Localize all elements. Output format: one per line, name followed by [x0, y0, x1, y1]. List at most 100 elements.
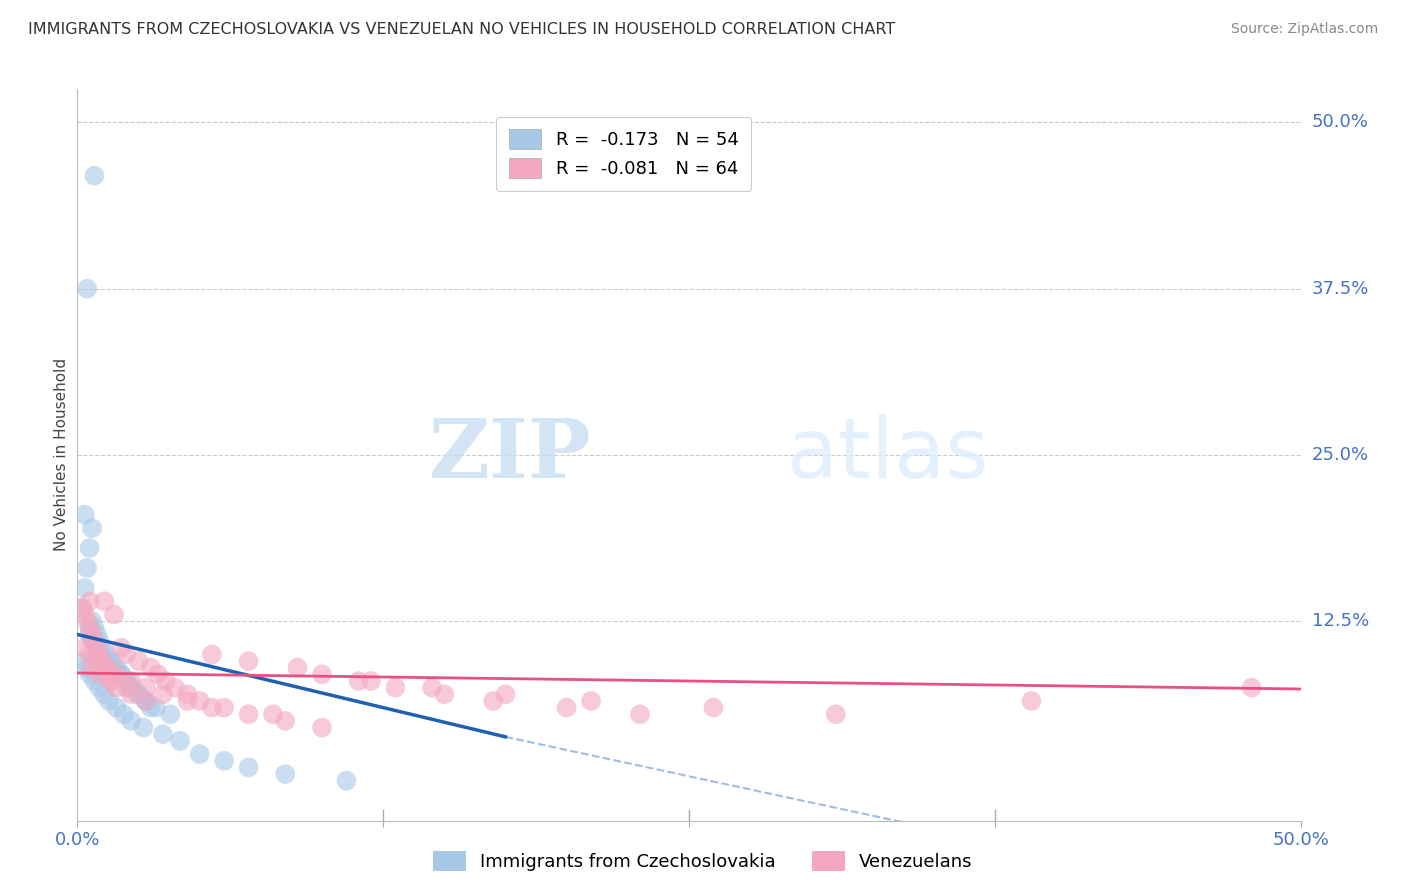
Point	[112, 707, 135, 722]
Point	[96, 661, 118, 675]
Legend: Immigrants from Czechoslovakia, Venezuelans: Immigrants from Czechoslovakia, Venezuel…	[426, 844, 980, 879]
Point	[579, 694, 602, 708]
Point	[89, 634, 111, 648]
Point	[79, 667, 101, 681]
Text: IMMIGRANTS FROM CZECHOSLOVAKIA VS VENEZUELAN NO VEHICLES IN HOUSEHOLD CORRELATIO: IMMIGRANTS FROM CZECHOSLOVAKIA VS VENEZU…	[28, 22, 896, 37]
Point	[90, 640, 112, 655]
Point	[76, 614, 98, 628]
Point	[90, 654, 112, 668]
Point	[169, 734, 191, 748]
Point	[76, 561, 98, 575]
Text: 12.5%: 12.5%	[1312, 612, 1369, 630]
Point	[702, 700, 724, 714]
Point	[311, 721, 333, 735]
Point	[238, 760, 260, 774]
Point	[115, 648, 138, 662]
Point	[80, 614, 103, 628]
Point	[103, 607, 125, 622]
Point	[139, 661, 162, 675]
Point	[115, 681, 138, 695]
Text: atlas: atlas	[787, 415, 988, 495]
Point	[132, 721, 155, 735]
Point	[100, 673, 122, 688]
Point	[70, 600, 93, 615]
Point	[100, 673, 122, 688]
Point	[1240, 681, 1263, 695]
Point	[79, 621, 101, 635]
Text: 25.0%: 25.0%	[1312, 446, 1369, 464]
Point	[188, 694, 211, 708]
Point	[127, 687, 149, 701]
Point	[73, 508, 96, 522]
Point	[83, 169, 105, 183]
Point	[93, 594, 115, 608]
Point	[176, 694, 198, 708]
Text: 50.0%: 50.0%	[1312, 113, 1368, 131]
Point	[212, 700, 235, 714]
Point	[824, 707, 846, 722]
Point	[73, 581, 96, 595]
Point	[103, 661, 125, 675]
Point	[135, 694, 157, 708]
Point	[165, 681, 187, 695]
Point	[145, 700, 167, 714]
Point	[89, 667, 111, 681]
Point	[120, 714, 142, 728]
Point	[274, 767, 297, 781]
Point	[86, 654, 108, 668]
Point	[79, 594, 101, 608]
Point	[152, 687, 174, 701]
Point	[384, 681, 406, 695]
Point	[110, 667, 132, 681]
Point	[83, 634, 105, 648]
Point	[238, 707, 260, 722]
Point	[80, 521, 103, 535]
Point	[274, 714, 297, 728]
Point	[433, 687, 456, 701]
Point	[347, 673, 370, 688]
Point	[83, 621, 105, 635]
Point	[482, 694, 505, 708]
Point	[127, 654, 149, 668]
Point	[201, 648, 224, 662]
Point	[79, 621, 101, 635]
Point	[420, 681, 443, 695]
Point	[76, 661, 98, 675]
Point	[120, 681, 142, 695]
Point	[628, 707, 651, 722]
Point	[96, 661, 118, 675]
Point	[238, 654, 260, 668]
Point	[287, 661, 309, 675]
Point	[98, 667, 121, 681]
Point	[100, 654, 122, 668]
Point	[360, 673, 382, 688]
Point	[105, 667, 128, 681]
Point	[86, 627, 108, 641]
Point	[80, 627, 103, 641]
Point	[120, 673, 142, 688]
Point	[139, 700, 162, 714]
Text: 37.5%: 37.5%	[1312, 280, 1369, 298]
Point	[70, 600, 93, 615]
Text: ZIP: ZIP	[429, 415, 591, 495]
Point	[83, 673, 105, 688]
Point	[86, 640, 108, 655]
Point	[176, 687, 198, 701]
Point	[120, 681, 142, 695]
Point	[79, 541, 101, 555]
Point	[73, 640, 96, 655]
Point	[89, 648, 111, 662]
Point	[110, 640, 132, 655]
Point	[80, 661, 103, 675]
Point	[110, 667, 132, 681]
Point	[98, 654, 121, 668]
Point	[115, 673, 138, 688]
Point	[76, 282, 98, 296]
Point	[155, 673, 177, 688]
Point	[555, 700, 578, 714]
Point	[311, 667, 333, 681]
Point	[105, 661, 128, 675]
Point	[262, 707, 284, 722]
Point	[80, 634, 103, 648]
Point	[115, 673, 138, 688]
